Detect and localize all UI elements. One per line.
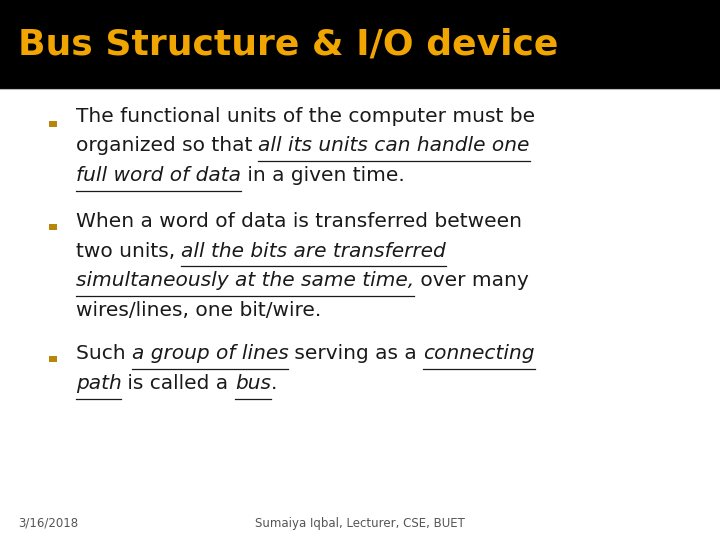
- Text: two units,: two units,: [76, 241, 181, 260]
- Text: Sumaiya Iqbal, Lecturer, CSE, BUET: Sumaiya Iqbal, Lecturer, CSE, BUET: [255, 516, 465, 530]
- Text: path: path: [76, 374, 122, 393]
- Text: over many: over many: [414, 271, 528, 290]
- Text: a group of lines: a group of lines: [132, 344, 288, 363]
- Text: The functional units of the computer must be: The functional units of the computer mus…: [76, 106, 535, 125]
- Text: connecting: connecting: [423, 344, 535, 363]
- Text: wires/lines, one bit/wire.: wires/lines, one bit/wire.: [76, 301, 321, 320]
- Text: all the bits are transferred: all the bits are transferred: [181, 241, 446, 260]
- Text: all its units can handle one: all its units can handle one: [258, 136, 530, 155]
- Bar: [48, 224, 56, 230]
- Bar: [48, 356, 56, 362]
- Text: bus: bus: [235, 374, 271, 393]
- Text: is called a: is called a: [122, 374, 235, 393]
- Text: serving as a: serving as a: [288, 344, 423, 363]
- Text: 3/16/2018: 3/16/2018: [18, 516, 78, 530]
- Text: simultaneously at the same time,: simultaneously at the same time,: [76, 271, 414, 290]
- Text: Bus Structure & I/O device: Bus Structure & I/O device: [18, 28, 559, 62]
- Text: Such: Such: [76, 344, 132, 363]
- Text: in a given time.: in a given time.: [240, 166, 405, 185]
- Text: When a word of data is transferred between: When a word of data is transferred betwe…: [76, 212, 521, 231]
- Bar: [0, 0, 720, 89]
- Text: full word of data: full word of data: [76, 166, 240, 185]
- Text: .: .: [271, 374, 277, 393]
- Text: organized so that: organized so that: [76, 136, 258, 155]
- Bar: [48, 121, 56, 127]
